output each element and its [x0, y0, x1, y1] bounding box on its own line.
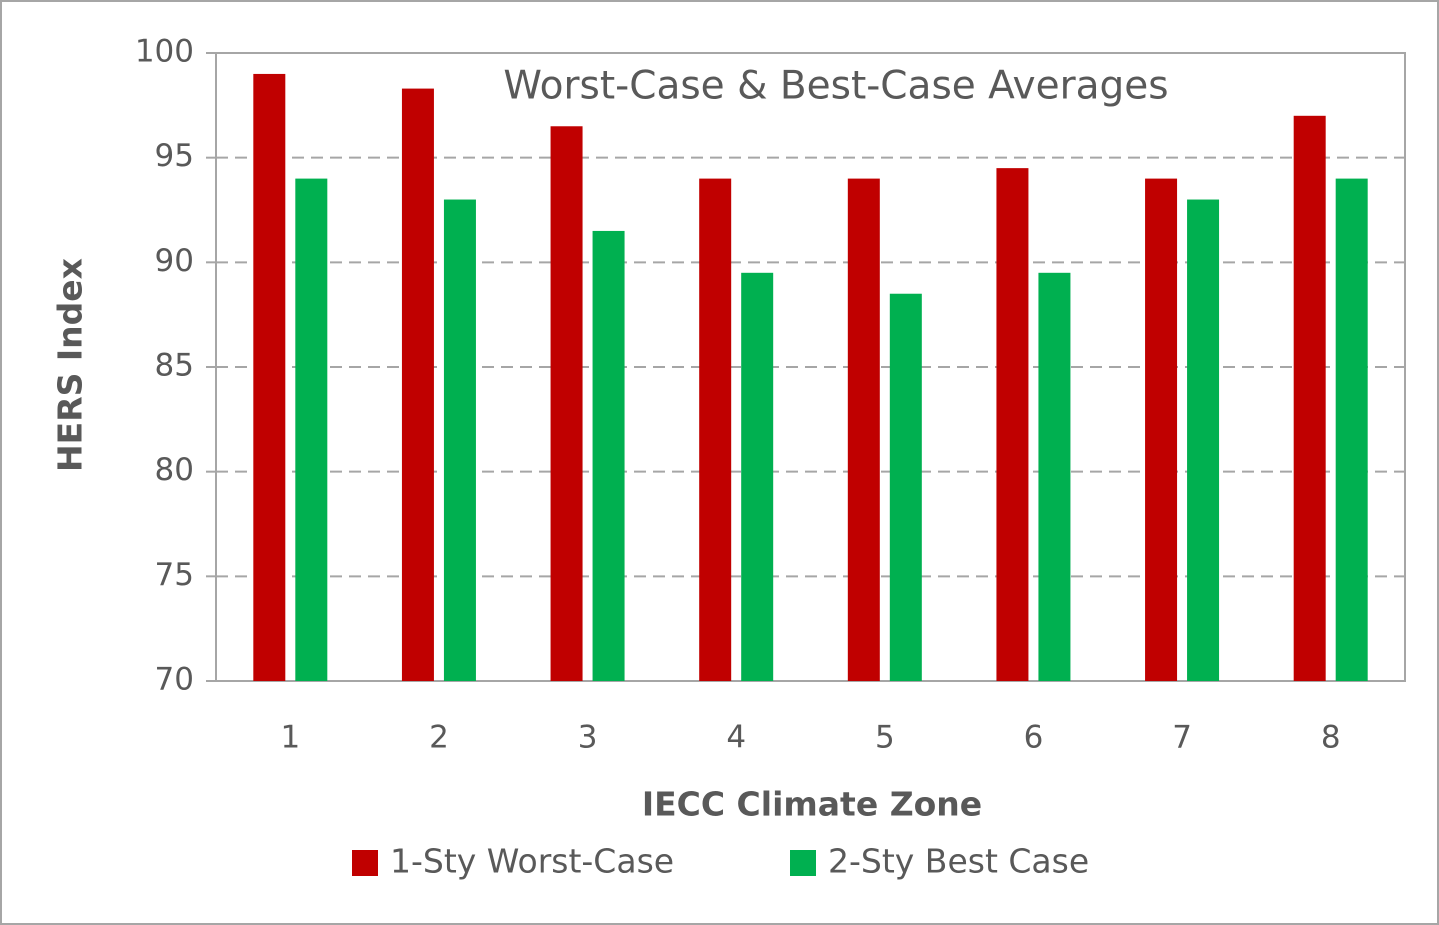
legend-label: 1-Sty Worst-Case: [390, 842, 674, 881]
x-tick-label: 5: [875, 720, 895, 756]
bar: [253, 73, 286, 681]
legend-swatch: [790, 850, 816, 876]
y-tick-label: 80: [155, 452, 194, 488]
bar: [847, 178, 880, 681]
legend-swatch: [352, 850, 378, 876]
bar: [1335, 178, 1368, 681]
x-tick-label: 3: [578, 720, 598, 756]
bar: [996, 168, 1029, 682]
bar: [1293, 115, 1326, 682]
bar: [699, 178, 732, 681]
y-tick-label: 85: [155, 348, 194, 384]
bar: [550, 126, 583, 682]
bar: [592, 230, 625, 681]
x-axis-title: IECC Climate Zone: [642, 785, 982, 824]
bar: [741, 272, 774, 681]
y-tick-label: 70: [155, 662, 194, 698]
y-axis-title: HERS Index: [51, 258, 90, 472]
bar: [1038, 272, 1071, 681]
chart-title: Worst-Case & Best-Case Averages: [503, 64, 1168, 109]
x-tick-label: 6: [1024, 720, 1044, 756]
bar: [443, 199, 476, 682]
x-tick-label: 1: [280, 720, 300, 756]
x-tick-label: 8: [1321, 720, 1341, 756]
bar: [1187, 199, 1220, 682]
y-tick-label: 75: [155, 557, 194, 593]
bar: [889, 293, 922, 681]
x-tick-label: 2: [429, 720, 449, 756]
x-tick-label: 7: [1172, 720, 1192, 756]
x-tick-label: 4: [726, 720, 746, 756]
bar: [401, 88, 434, 681]
bar: [295, 178, 328, 681]
y-tick-label: 95: [155, 138, 194, 174]
y-tick-label: 100: [135, 34, 194, 70]
legend-label: 2-Sty Best Case: [828, 842, 1089, 881]
bar: [1145, 178, 1178, 681]
y-tick-label: 90: [155, 243, 194, 279]
